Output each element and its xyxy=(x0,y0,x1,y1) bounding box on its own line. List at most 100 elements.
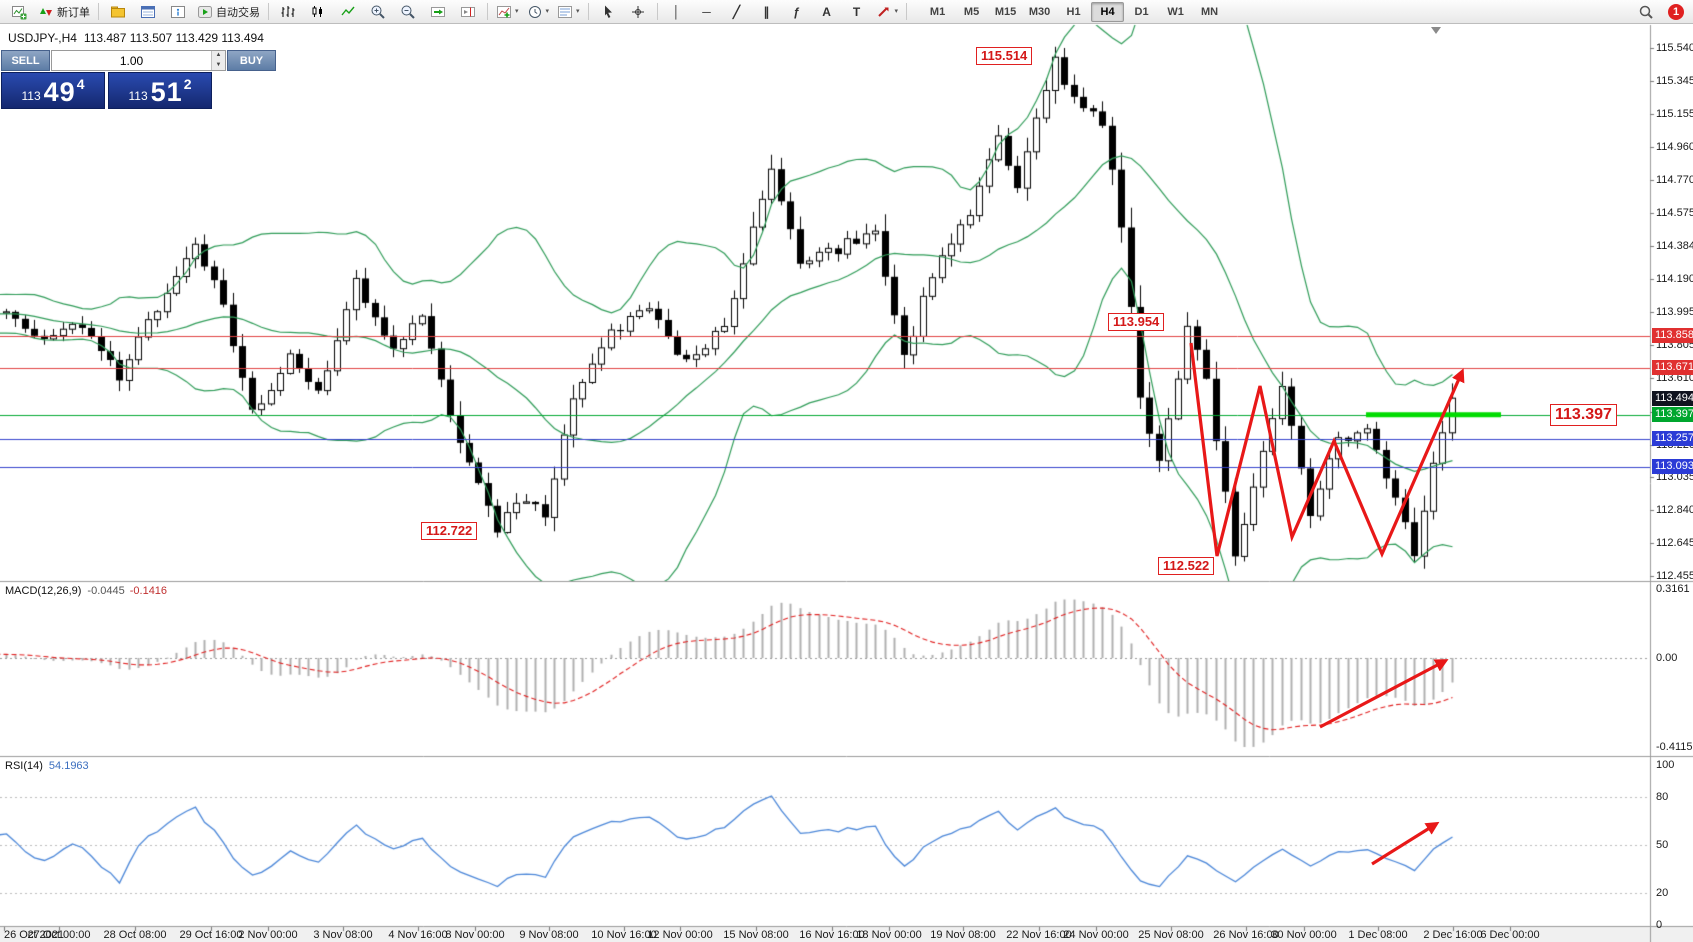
rsi-value: 54.1963 xyxy=(48,760,89,772)
chevron-down-icon: ▾ xyxy=(515,8,519,15)
autotrade-icon xyxy=(198,5,212,18)
horizontal-line-button[interactable]: ─ xyxy=(692,1,722,23)
macd-indicator-label: MACD(12,26,9) -0.0445 -0.1416 xyxy=(5,585,167,597)
time-axis-label: 10 Nov 16:00 xyxy=(591,929,657,941)
horizontal-line-icon: ─ xyxy=(702,4,711,19)
timeframe-button-m15[interactable]: M15 xyxy=(994,5,1017,18)
price-tag-113.397: 113.397 xyxy=(1652,407,1693,423)
sell-button-label: SELL xyxy=(11,54,40,67)
time-axis-label: 19 Nov 08:00 xyxy=(930,929,996,941)
fibonacci-retracement-icon: ƒ xyxy=(793,4,800,19)
clock-icon xyxy=(528,5,541,18)
timeframe-button-m1[interactable]: M1 xyxy=(929,5,946,18)
text-icon: A xyxy=(822,4,831,19)
volume-up-icon[interactable]: ▲ xyxy=(212,51,225,61)
text-button[interactable]: A xyxy=(812,1,842,23)
time-axis-label: 4 Nov 16:00 xyxy=(388,929,448,941)
time-axis[interactable]: 26 Oct 2021 27 Oct 00:00 28 Oct 08:00 29 Oc… xyxy=(0,926,1650,942)
macd-scale-tick: 0.00 xyxy=(1656,652,1678,664)
price-tick: 114.770 xyxy=(1656,173,1693,186)
vertical-line-button[interactable]: │ xyxy=(662,1,692,23)
crosshair-icon xyxy=(631,5,644,18)
profiles-button[interactable] xyxy=(103,1,133,23)
timeframe-button-m5[interactable]: M5 xyxy=(963,5,980,18)
notification-count: 1 xyxy=(1672,5,1680,18)
macd-main-value: -0.0445 xyxy=(87,585,125,597)
sell-price-box[interactable]: 113 49 4 xyxy=(1,72,105,109)
buy-button[interactable]: BUY xyxy=(227,50,276,71)
zoom-in-button[interactable] xyxy=(363,1,393,23)
text-label-button[interactable]: T xyxy=(842,1,872,23)
line-chart-button[interactable] xyxy=(333,1,363,23)
data-window-button[interactable] xyxy=(163,1,193,23)
timeframe-button-h1[interactable]: H1 xyxy=(1066,5,1081,18)
indicators-button[interactable]: ▾ xyxy=(492,1,523,23)
search-icon xyxy=(1639,5,1653,19)
rsi-scale-tick: 20 xyxy=(1656,887,1669,899)
time-axis-label: 8 Nov 00:00 xyxy=(445,929,505,941)
new-order-button[interactable]: 新订单 xyxy=(34,1,94,23)
data-window-icon xyxy=(171,5,185,18)
price-tick: 114.190 xyxy=(1656,273,1693,286)
volume-stepper: ▲ ▼ xyxy=(51,50,226,71)
chart-shift-button[interactable] xyxy=(453,1,483,23)
time-axis-label: 28 Oct 08:00 xyxy=(103,929,167,941)
new-order-icon xyxy=(40,7,52,16)
timeframe-button-d1[interactable]: D1 xyxy=(1134,5,1149,18)
timeframe-button-m30[interactable]: M30 xyxy=(1028,5,1051,18)
price-tag-113.093: 113.093 xyxy=(1652,459,1693,475)
templates-icon xyxy=(558,5,573,18)
chart-shift-marker[interactable] xyxy=(1431,27,1441,34)
time-axis-label: 12 Nov 00:00 xyxy=(647,929,713,941)
auto-scroll-button[interactable] xyxy=(423,1,453,23)
trendline-button[interactable]: ╱ xyxy=(722,1,752,23)
time-axis-label: 18 Nov 00:00 xyxy=(856,929,922,941)
main-toolbar: 新订单 自动交易 xyxy=(0,0,1693,24)
chart-shift-icon xyxy=(461,6,475,17)
search-button[interactable] xyxy=(1631,1,1661,23)
time-axis-label: 25 Nov 08:00 xyxy=(1138,929,1204,941)
zoom-in-icon xyxy=(371,5,385,19)
time-axis-label: 3 Nov 08:00 xyxy=(313,929,373,941)
bar-chart-button[interactable] xyxy=(273,1,303,23)
buy-price-pip: 2 xyxy=(183,76,192,92)
new-chart-button[interactable] xyxy=(4,1,34,23)
notification-badge[interactable]: 1 xyxy=(1668,3,1684,20)
rsi-scale-tick: 0 xyxy=(1656,919,1663,931)
time-axis-label: 1 Dec 08:00 xyxy=(1348,929,1408,941)
volume-down-icon[interactable]: ▼ xyxy=(212,60,225,70)
sell-price-prefix: 113 xyxy=(21,89,41,103)
price-scale[interactable]: 115.540 115.345 115.155 114.960 114.770 114.5… xyxy=(1650,24,1693,942)
timeframe-button-h4[interactable]: H4 xyxy=(1091,1,1125,22)
sell-button[interactable]: SELL xyxy=(1,50,50,71)
rsi-name: RSI(14) xyxy=(5,760,43,772)
autotrade-button[interactable]: 自动交易 xyxy=(193,1,264,23)
new-chart-icon xyxy=(12,5,27,19)
fibonacci-retracement-button[interactable]: ƒ xyxy=(782,1,812,23)
volume-input[interactable] xyxy=(52,51,211,70)
buy-price-box[interactable]: 113 51 2 xyxy=(108,72,212,109)
timeframe-button-w1[interactable]: W1 xyxy=(1167,5,1184,18)
candlestick-chart-button[interactable] xyxy=(303,1,333,23)
periods-button[interactable]: ▾ xyxy=(523,1,554,23)
timeframe-button-mn[interactable]: MN xyxy=(1201,5,1219,18)
rsi-scale-tick: 100 xyxy=(1656,759,1675,771)
macd-scale-tick: 0.3161 xyxy=(1656,583,1690,595)
crosshair-button[interactable] xyxy=(623,1,653,23)
templates-button[interactable]: ▾ xyxy=(553,1,584,23)
price-tick: 115.540 xyxy=(1656,42,1693,54)
cursor-button[interactable] xyxy=(593,1,623,23)
zoom-out-button[interactable] xyxy=(393,1,423,23)
time-axis-label: 2 Dec 16:00 xyxy=(1423,929,1483,941)
price-tick: 112.455 xyxy=(1656,570,1693,582)
drawing-toolbar: │ ─ ╱ ∥ ƒ A T xyxy=(662,1,872,23)
chevron-down-icon: ▾ xyxy=(545,8,550,15)
market-watch-icon xyxy=(141,5,155,18)
price-tag-113.858: 113.858 xyxy=(1652,328,1693,344)
market-watch-button[interactable] xyxy=(133,1,163,23)
arrow-tool-button[interactable]: ▾ xyxy=(872,1,903,23)
equidistant-channel-button[interactable]: ∥ xyxy=(752,1,782,23)
